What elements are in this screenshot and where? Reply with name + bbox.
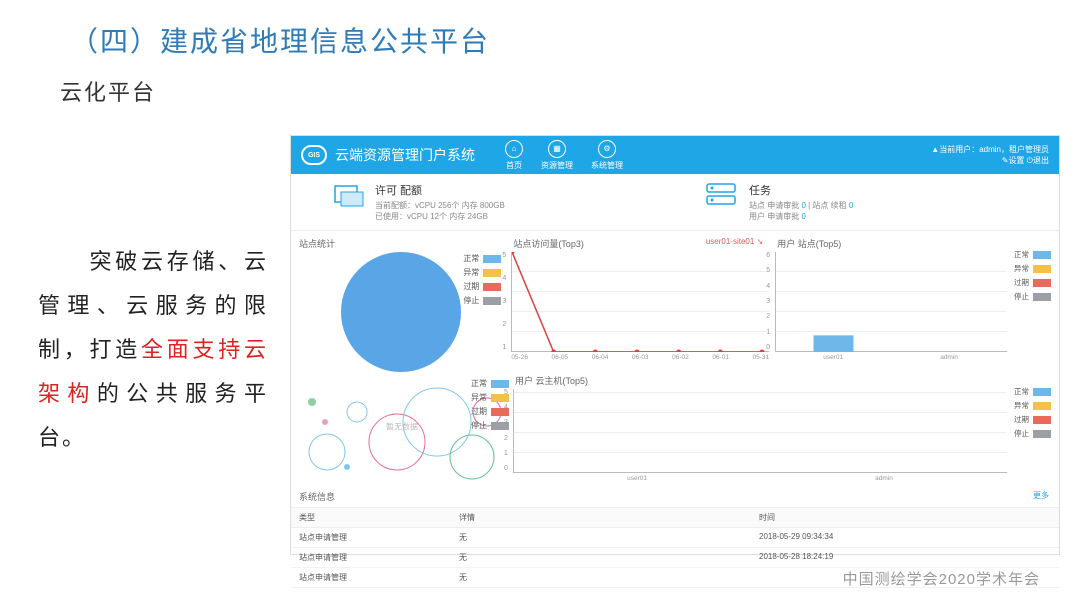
home-icon: ⌂: [505, 140, 523, 158]
user-hosts-title: 用户 云主机(Top5): [515, 374, 1053, 387]
system-title: 系统信息 更多: [291, 482, 1059, 507]
dashboard-header: GIS 云端资源管理门户系统 ⌂ 首页 ▦ 资源管理 ⚙ 系统管理 ▲当前用户：…: [291, 136, 1059, 174]
visits-y-axis: 54321: [502, 252, 506, 351]
dashboard-screenshot: GIS 云端资源管理门户系统 ⌂ 首页 ▦ 资源管理 ⚙ 系统管理 ▲当前用户：…: [290, 135, 1060, 555]
legend-expired: 过期: [463, 281, 479, 292]
visits-panel: 站点访问量(Top3) user01-site01 ↘ 54321 05-260…: [511, 235, 769, 372]
system-table: 类型 详情 时间 站点申请管理无2018-05-29 09:34:34站点申请管…: [291, 507, 1059, 588]
current-user: ▲当前用户：admin，租户管理员: [931, 144, 1049, 155]
pie-chart: [341, 252, 461, 372]
col-time: 时间: [751, 508, 1059, 527]
tasks-line2: 用户 申请审批 0: [749, 211, 853, 222]
user-actions: ✎设置 ⏻退出: [931, 155, 1049, 166]
legend-stopped: 停止: [463, 295, 479, 306]
license-block: 许可 配额 当前配额：vCPU 256个 内存 800GB 已使用：vCPU 1…: [331, 182, 645, 222]
license-title: 许可 配额: [375, 182, 505, 198]
col-detail: 详情: [451, 508, 751, 527]
license-icon: [331, 182, 365, 208]
user-hosts-chart: 543210: [513, 389, 1007, 473]
user-hosts-panel: 用户 云主机(Top5) 正常 异常 过期 停止 543210 user01ad…: [513, 372, 1053, 482]
info-row: 许可 配额 当前配额：vCPU 256个 内存 800GB 已使用：vCPU 1…: [291, 174, 1059, 231]
logo-icon: GIS: [301, 145, 327, 165]
tasks-line1: 站点 申请审批 0 | 站点 续租 0: [749, 200, 853, 211]
user-area[interactable]: ▲当前用户：admin，租户管理员 ✎设置 ⏻退出: [931, 144, 1049, 166]
swatch-normal: [483, 255, 501, 263]
license-line2: 已使用：vCPU 12个 内存 24GB: [375, 211, 505, 222]
resource-icon: ▦: [548, 140, 566, 158]
col-type: 类型: [291, 508, 451, 527]
system-info: 系统信息 更多 类型 详情 时间 站点申请管理无2018-05-29 09:34…: [291, 482, 1059, 588]
charts-row-2: 暂无数据 正常 异常 过期 停止 用户 云主机(Top5) 正常 异常 过期 停…: [291, 372, 1059, 482]
nav-home[interactable]: ⌂ 首页: [505, 140, 523, 171]
body-text: 突破云存储、云管理、云服务的限制，打造全面支持云架构的公共服务平台。: [38, 240, 268, 460]
nav-system[interactable]: ⚙ 系统管理: [591, 140, 623, 171]
nav-label: 系统管理: [591, 160, 623, 171]
user-sites-chart: 6543210: [775, 252, 1007, 352]
visits-tag[interactable]: user01-site01 ↘: [706, 237, 763, 246]
sites-x-axis: user01admin: [775, 352, 1007, 361]
tasks-icon: [705, 182, 739, 208]
nav-label: 首页: [506, 160, 522, 171]
user-sites-legend: 正常 异常 过期 停止: [1014, 249, 1051, 305]
hosts-y-axis: 543210: [504, 389, 508, 472]
table-row[interactable]: 站点申请管理无: [291, 568, 1059, 588]
table-row[interactable]: 站点申请管理无2018-05-29 09:34:34: [291, 528, 1059, 548]
nav-resource[interactable]: ▦ 资源管理: [541, 140, 573, 171]
slide-title: （四）建成省地理信息公共平台: [0, 0, 1080, 60]
tasks-block: 任务 站点 申请审批 0 | 站点 续租 0 用户 申请审批 0: [705, 182, 1019, 222]
visits-x-axis: 05-2606-0506-0406-0306-0206-0105-31: [511, 352, 769, 361]
charts-row-1: 站点统计 正常 异常 过期 停止 站点访问量(Top3) user01-site…: [291, 231, 1059, 372]
license-line1: 当前配额：vCPU 256个 内存 800GB: [375, 200, 505, 211]
visits-chart: 54321: [511, 252, 769, 352]
legend-warn: 异常: [463, 267, 479, 278]
pie-title: 站点统计: [299, 237, 505, 250]
table-row[interactable]: 站点申请管理无2018-05-28 18:24:19: [291, 548, 1059, 568]
tasks-title: 任务: [749, 182, 853, 198]
no-data-label: 暂无数据: [386, 422, 418, 433]
swatch-expired: [483, 283, 501, 291]
table-header: 类型 详情 时间: [291, 507, 1059, 528]
nav-label: 资源管理: [541, 160, 573, 171]
legend-normal: 正常: [463, 253, 479, 264]
pie-legend: 正常 异常 过期 停止: [463, 253, 501, 309]
app-title: 云端资源管理门户系统: [335, 145, 475, 165]
user-sites-title: 用户 站点(Top5): [777, 237, 1053, 250]
gear-icon: ⚙: [598, 140, 616, 158]
more-link[interactable]: 更多: [1033, 490, 1059, 501]
user-hosts-legend: 正常 异常 过期 停止: [1014, 386, 1051, 442]
user-sites-panel: 用户 站点(Top5) 正常 异常 过期 停止 6543210 user01ad…: [775, 235, 1053, 372]
hosts-x-axis: user01admin: [513, 473, 1007, 482]
top-nav: ⌂ 首页 ▦ 资源管理 ⚙ 系统管理: [505, 140, 623, 171]
swatch-stopped: [483, 297, 501, 305]
pie-panel: 站点统计 正常 异常 过期 停止: [297, 235, 505, 372]
sites-y-axis: 6543210: [766, 252, 770, 351]
slide-subtitle: 云化平台: [0, 60, 1080, 107]
swatch-warn: [483, 269, 501, 277]
bubble-panel: 暂无数据 正常 异常 过期 停止: [297, 372, 507, 482]
